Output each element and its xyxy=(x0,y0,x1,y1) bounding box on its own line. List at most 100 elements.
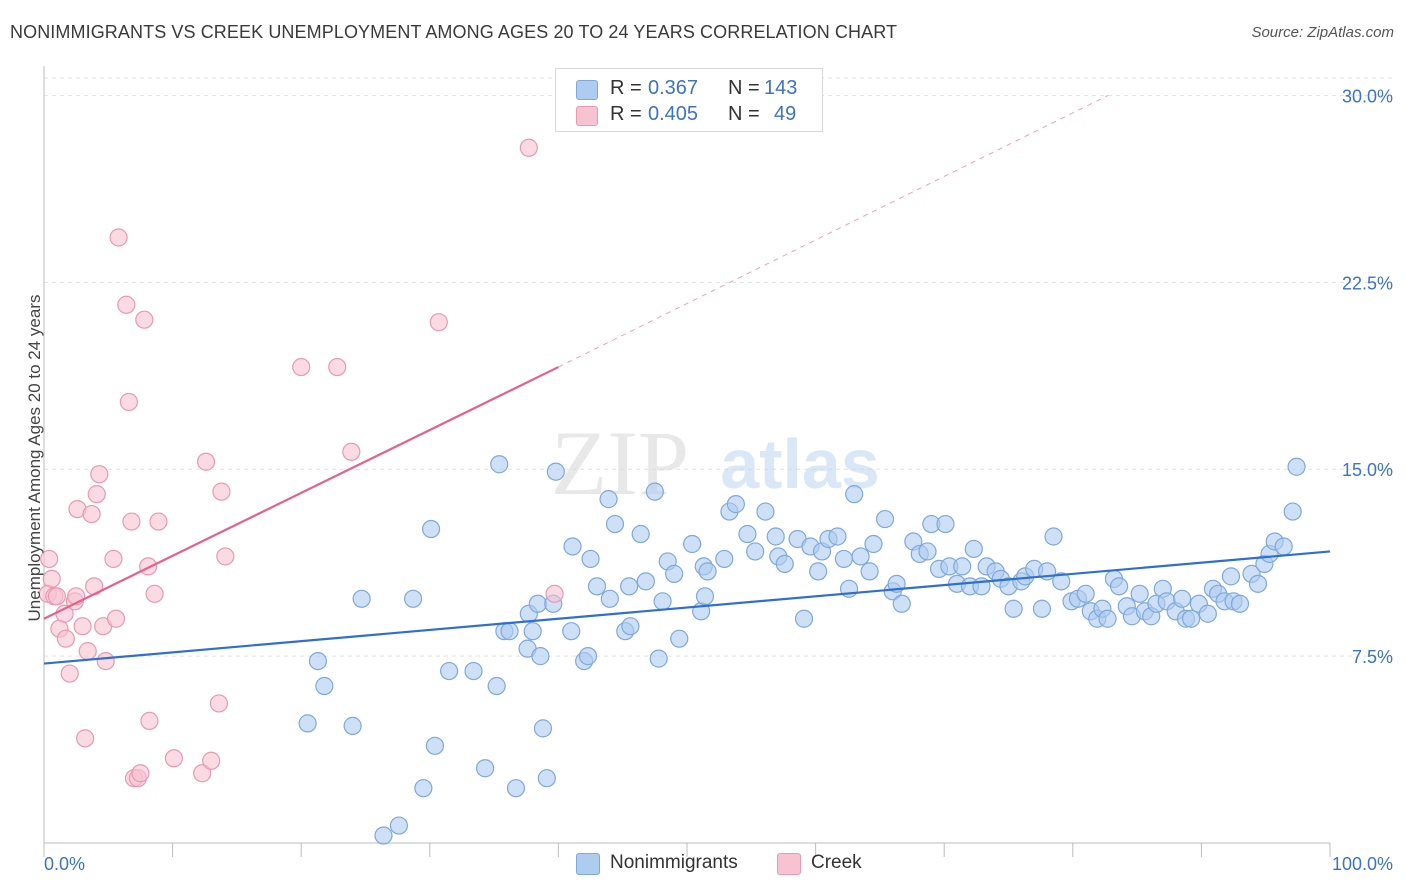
nonimmigrants-point-17 xyxy=(403,589,423,608)
creek-point-32 xyxy=(140,711,159,730)
nonimmigrants-point-119 xyxy=(1173,589,1192,608)
nonimmigrants-point-100 xyxy=(1052,572,1071,591)
creek-point-45 xyxy=(429,313,448,332)
nonimmigrants-point-93 xyxy=(1004,599,1023,618)
creek-point-39 xyxy=(209,694,228,713)
y-tick-label-3: 30.0% xyxy=(1342,86,1393,106)
nonimmigrants-point-44 xyxy=(665,564,684,583)
legend-n-value: 143 xyxy=(764,77,798,99)
trend-line-creek xyxy=(43,366,559,620)
creek-point-12 xyxy=(73,617,92,636)
nonimmigrants-point-66 xyxy=(828,527,847,546)
creek-point-43 xyxy=(328,357,347,377)
nonimmigrants-point-15 xyxy=(298,714,317,733)
creek-point-35 xyxy=(164,749,183,768)
nonimmigrants-point-38 xyxy=(631,524,650,544)
legend-r-value: 0.367 xyxy=(648,77,699,99)
nonimmigrants-point-131 xyxy=(1248,574,1268,593)
creek-point-33 xyxy=(145,584,164,603)
creek-point-30 xyxy=(135,310,154,329)
nonimmigrants-point-16 xyxy=(352,589,371,608)
nonimmigrants-point-32 xyxy=(599,490,618,509)
legend-n-value: 49 xyxy=(774,103,797,125)
nonimmigrants-point-70 xyxy=(851,547,870,566)
nonimmigrants-point-45 xyxy=(670,629,689,648)
nonimmigrants-point-87 xyxy=(964,539,983,559)
nonimmigrants-point-14 xyxy=(343,716,362,735)
creek-point-21 xyxy=(104,549,123,569)
nonimmigrants-point-123 xyxy=(1198,604,1217,623)
nonimmigrants-point-109 xyxy=(1109,577,1129,596)
nonimmigrants-point-30 xyxy=(581,549,600,569)
creek-point-17 xyxy=(87,485,106,504)
nonimmigrants-point-4 xyxy=(506,779,526,798)
creek-point-41 xyxy=(216,547,235,566)
legend-swatch-nonimmigrants xyxy=(576,80,598,100)
nonimmigrants-point-26 xyxy=(562,622,581,641)
nonimmigrants-point-12 xyxy=(308,651,328,671)
nonimmigrants-point-35 xyxy=(620,577,639,596)
creek-point-24 xyxy=(117,295,136,314)
nonimmigrants-point-136 xyxy=(1283,502,1302,521)
creek-point-38 xyxy=(202,751,221,770)
nonimmigrants-point-21 xyxy=(490,455,509,474)
nonimmigrants-point-99 xyxy=(1044,527,1063,546)
trend-lines xyxy=(43,94,1331,665)
creek-point-25 xyxy=(119,392,138,412)
nonimmigrants-point-103 xyxy=(1076,584,1095,603)
nonimmigrants-point-40 xyxy=(645,482,664,501)
tick-labels: 7.5% 15.0% 22.5% 30.0% 0.0% 100.0% xyxy=(44,86,1393,874)
nonimmigrants-point-82 xyxy=(936,514,955,534)
nonimmigrants-point-51 xyxy=(715,549,734,569)
series-nonimmigrants xyxy=(298,455,1306,845)
creek-point-44 xyxy=(342,442,361,461)
nonimmigrants-point-69 xyxy=(845,485,864,504)
nonimmigrants-point-67 xyxy=(834,549,853,569)
trend-line-nonimmigrants xyxy=(43,550,1331,665)
nonimmigrants-point-61 xyxy=(794,609,814,628)
nonimmigrants-point-31 xyxy=(587,577,607,596)
nonimmigrants-point-57 xyxy=(766,527,785,546)
x-tick-label-max: 100.0% xyxy=(1332,854,1393,874)
nonimmigrants-point-8 xyxy=(464,661,483,681)
creek-point-4 xyxy=(47,587,66,606)
nonimmigrants-point-121 xyxy=(1182,609,1201,628)
creek-point-46 xyxy=(519,138,538,157)
creek-point-37 xyxy=(196,452,216,471)
nonimmigrants-point-18 xyxy=(421,519,441,539)
creek-point-26 xyxy=(122,512,141,531)
creek-point-42 xyxy=(292,357,311,377)
creek-point-29 xyxy=(131,764,150,783)
creek-point-40 xyxy=(212,482,231,501)
creek-point-2 xyxy=(42,569,61,588)
trend-line-creek-extension xyxy=(558,94,1109,368)
nonimmigrants-point-50 xyxy=(698,562,717,581)
creek-point-14 xyxy=(78,642,97,661)
legend-r-label: R = xyxy=(610,77,642,99)
nonimmigrants-point-135 xyxy=(1274,537,1293,556)
nonimmigrants-point-54 xyxy=(738,524,757,544)
nonimmigrants-point-23 xyxy=(528,594,547,613)
bottom-legend-swatch-creek xyxy=(777,853,801,875)
legend-r-value: 0.405 xyxy=(648,103,699,125)
creek-point-31 xyxy=(139,557,158,576)
nonimmigrants-point-72 xyxy=(864,534,883,554)
y-tick-label-2: 22.5% xyxy=(1342,273,1393,293)
nonimmigrants-point-139 xyxy=(523,622,542,641)
creek-point-22 xyxy=(106,609,126,628)
nonimmigrants-point-53 xyxy=(726,495,745,514)
creek-point-34 xyxy=(149,512,168,531)
nonimmigrants-point-34 xyxy=(605,514,625,534)
nonimmigrants-point-63 xyxy=(809,562,828,581)
nonimmigrants-point-85 xyxy=(953,557,972,576)
y-tick-label-1: 15.0% xyxy=(1342,460,1393,480)
chart-title: NONIMMIGRANTS VS CREEK UNEMPLOYMENT AMON… xyxy=(10,22,898,42)
nonimmigrants-point-39 xyxy=(636,572,655,591)
nonimmigrants-point-13 xyxy=(315,676,334,696)
creek-point-7 xyxy=(56,629,75,648)
nonimmigrants-point-46 xyxy=(683,534,702,554)
nonimmigrants-point-56 xyxy=(756,502,775,521)
creek-point-0 xyxy=(40,549,59,569)
legend-n-label: N = xyxy=(728,77,760,99)
nonimmigrants-point-27 xyxy=(563,537,582,556)
